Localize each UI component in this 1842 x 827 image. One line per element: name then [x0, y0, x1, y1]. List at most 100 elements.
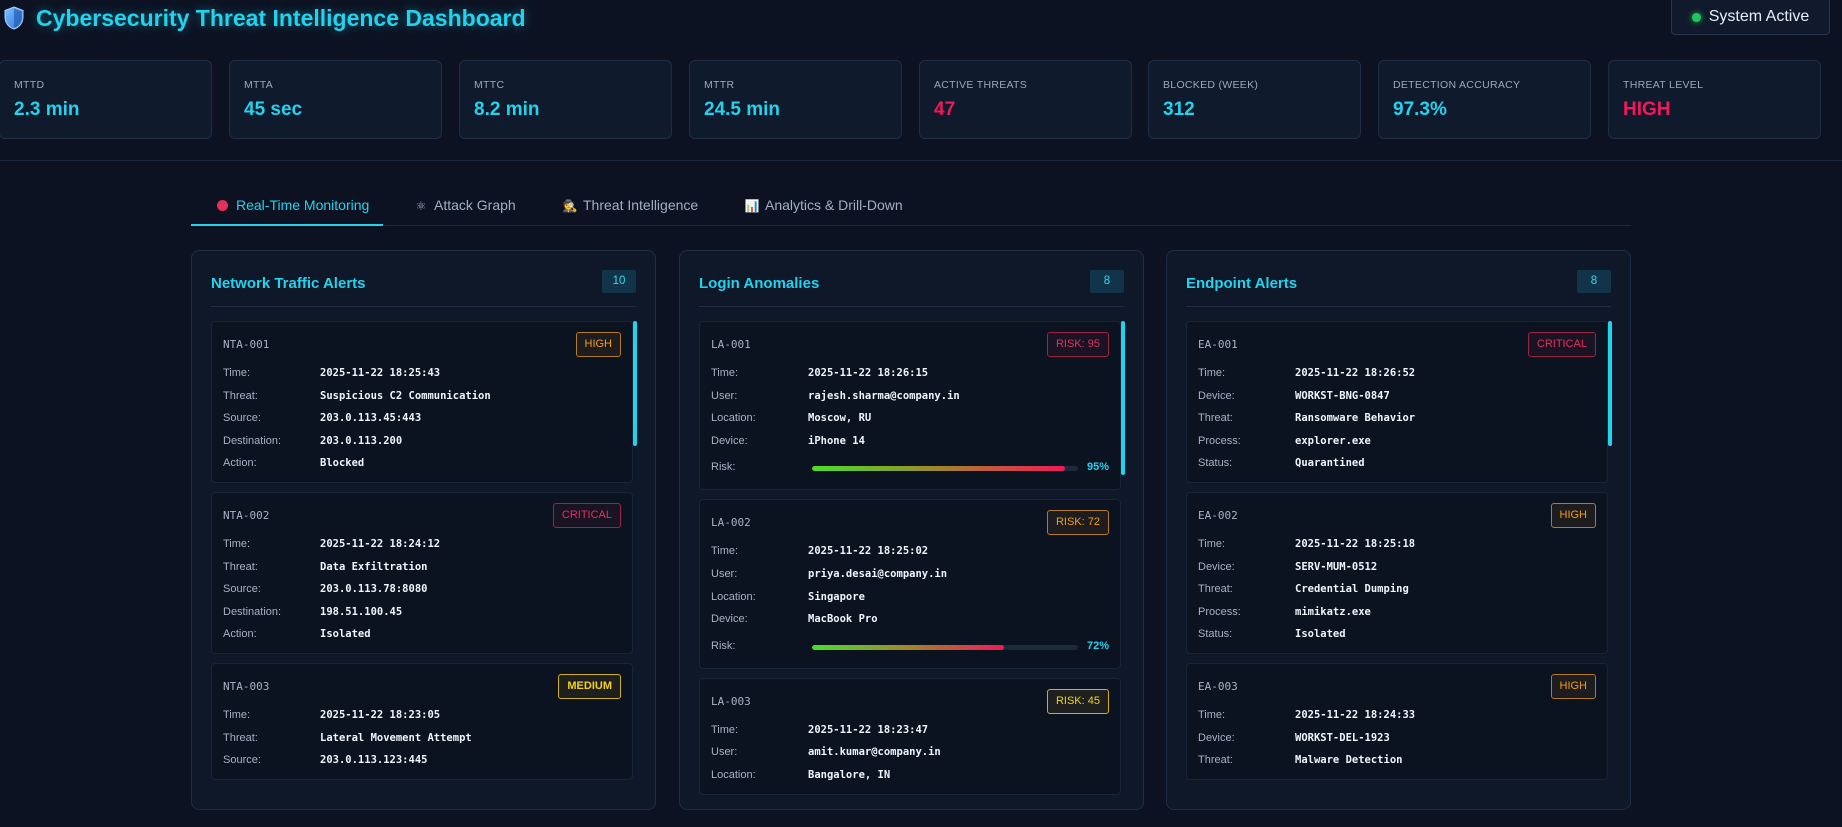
metric-label: DETECTION ACCURACY — [1393, 79, 1521, 91]
anomaly-card[interactable]: LA-002 RISK: 72 Time: 2025-11-22 18:25:02… — [699, 499, 1121, 669]
alert-card[interactable]: NTA-002 CRITICAL Time: 2025-11-22 18:24:1… — [211, 491, 633, 654]
field-label: Destination: — [223, 605, 282, 618]
field-value: 2025-11-22 18:25:43 — [320, 367, 441, 379]
field-label: Process: — [1198, 605, 1241, 618]
alert-field-time: Time: 2025-11-22 18:26:52 — [1198, 365, 1596, 388]
metric-label: THREAT LEVEL — [1623, 79, 1704, 91]
field-label: Location: — [711, 768, 756, 781]
severity-badge: HIGH — [1550, 502, 1596, 528]
alert-field-destination: Destination: 198.51.100.45 — [223, 604, 621, 627]
field-value: 2025-11-22 18:23:05 — [320, 708, 441, 721]
alert-card[interactable]: EA-001 CRITICAL Time: 2025-11-22 18:26:52… — [1186, 321, 1608, 483]
metric-card-mtta: MTTA 45 sec — [229, 60, 442, 139]
alert-card[interactable]: NTA-003 MEDIUM Time: 2025-11-22 18:23:05 … — [211, 662, 633, 780]
field-value: Quarantined — [1295, 457, 1365, 470]
alert-card[interactable]: NTA-001 HIGH Time: 2025-11-22 18:25:43 Th… — [211, 321, 633, 483]
severity-badge: CRITICAL — [552, 502, 621, 528]
severity-badge: MEDIUM — [558, 673, 621, 699]
tab-label: Threat Intelligence — [583, 197, 699, 213]
anomaly-field-risk: Risk: 95% — [711, 455, 1109, 485]
anomaly-field-time: Time: 2025-11-22 18:25:02 — [711, 543, 1109, 566]
anomaly-card[interactable]: LA-001 RISK: 95 Time: 2025-11-22 18:26:15… — [699, 321, 1121, 491]
network-traffic-alerts-panel: Network Traffic Alerts 10 NTA-001 HIGH T… — [191, 250, 656, 810]
field-value: Malware Detection — [1295, 754, 1403, 767]
scrollbar[interactable] — [633, 321, 637, 446]
metric-value: HIGH — [1623, 99, 1671, 120]
system-status-label: System Active — [1708, 8, 1810, 25]
alert-card[interactable]: EA-002 HIGH Time: 2025-11-22 18:25:18 Dev… — [1186, 491, 1608, 654]
field-label: Time: — [223, 367, 251, 379]
scrollbar[interactable] — [1121, 321, 1125, 475]
field-label: User: — [711, 567, 738, 580]
field-value: 203.0.113.123:445 — [320, 754, 428, 767]
metric-card-active-threats: ACTIVE THREATS 47 — [919, 60, 1132, 139]
tab-real-time-monitoring[interactable]: Real-Time Monitoring — [191, 186, 383, 226]
anomaly-field-device: Device: iPhone 14 — [711, 433, 1109, 456]
field-value: 2025-11-22 18:25:18 — [1295, 537, 1416, 550]
alert-id: NTA-003 — [223, 679, 270, 693]
field-value: rajesh.sharma@company.in — [808, 389, 960, 402]
anomaly-field-user: User: amit.kumar@company.in — [711, 744, 1109, 767]
alert-field-device: Device: WORKST-DEL-1923 — [1198, 730, 1596, 753]
risk-badge: RISK: 72 — [1046, 510, 1109, 536]
field-label: User: — [711, 389, 738, 402]
metric-card-threat-level: THREAT LEVEL HIGH — [1608, 60, 1821, 139]
field-value: Bangalore, IN — [808, 768, 891, 781]
panel-header: Network Traffic Alerts 10 — [211, 270, 636, 307]
field-label: Action: — [223, 628, 257, 641]
tab-analytics-drill-down[interactable]: 📊 Analytics & Drill-Down — [744, 186, 903, 226]
alert-field-process: Process: mimikatz.exe — [1198, 604, 1596, 627]
field-label: Source: — [223, 412, 261, 425]
system-status-badge: System Active — [1671, 0, 1830, 35]
field-value: Isolated — [320, 628, 371, 641]
tab-attack-graph[interactable]: ⚛ Attack Graph — [413, 186, 516, 226]
field-label: Status: — [1198, 457, 1233, 470]
field-label: Location: — [711, 412, 756, 425]
panel-title: Network Traffic Alerts — [211, 275, 366, 292]
field-value: Singapore — [808, 590, 865, 603]
tab-label: Real-Time Monitoring — [236, 197, 370, 213]
alert-card[interactable]: EA-003 HIGH Time: 2025-11-22 18:24:33 Dev… — [1186, 662, 1608, 780]
field-value: 2025-11-22 18:24:12 — [320, 537, 441, 550]
scrollbar[interactable] — [1608, 321, 1612, 446]
panel-header: Endpoint Alerts 8 — [1186, 270, 1611, 307]
field-label: Time: — [711, 545, 739, 558]
field-value: Credential Dumping — [1295, 583, 1409, 596]
alert-list[interactable]: NTA-001 HIGH Time: 2025-11-22 18:25:43 Th… — [211, 321, 635, 801]
field-label: Threat: — [223, 389, 258, 402]
metric-label: MTTA — [244, 79, 273, 91]
field-label: Threat: — [223, 731, 258, 744]
metric-value: 8.2 min — [474, 99, 540, 120]
metric-value: 47 — [934, 99, 956, 120]
field-label: Threat: — [223, 560, 258, 573]
risk-bar — [812, 466, 1078, 472]
risk-percent: 72% — [1086, 639, 1109, 652]
field-value: WORKST-DEL-1923 — [1295, 731, 1390, 744]
risk-bar-fill — [812, 644, 1004, 650]
panel-header: Login Anomalies 8 — [699, 270, 1124, 307]
tab-threat-intelligence[interactable]: 🕵 Threat Intelligence — [562, 186, 699, 226]
anomaly-list[interactable]: LA-001 RISK: 95 Time: 2025-11-22 18:26:15… — [699, 321, 1123, 801]
metric-label: MTTC — [474, 79, 505, 91]
alert-field-time: Time: 2025-11-22 18:25:43 — [223, 365, 621, 388]
field-value: 2025-11-22 18:26:15 — [808, 367, 929, 379]
dashboard-header: Cybersecurity Threat Intelligence Dashbo… — [0, 0, 1842, 40]
alert-field-threat: Threat: Credential Dumping — [1198, 581, 1596, 604]
field-label: Time: — [1198, 367, 1226, 379]
alert-field-status: Status: Isolated — [1198, 626, 1596, 649]
alert-list[interactable]: EA-001 CRITICAL Time: 2025-11-22 18:26:52… — [1186, 321, 1610, 801]
metric-value: 45 sec — [244, 99, 303, 120]
alert-field-time: Time: 2025-11-22 18:23:05 — [223, 707, 621, 730]
alert-field-action: Action: Isolated — [223, 626, 621, 649]
field-label: Source: — [223, 583, 261, 596]
metric-card-detection-accuracy: DETECTION ACCURACY 97.3% — [1378, 60, 1591, 139]
anomaly-field-user: User: rajesh.sharma@company.in — [711, 388, 1109, 411]
risk-badge: RISK: 45 — [1046, 688, 1109, 714]
metric-card-mttr: MTTR 24.5 min — [689, 60, 902, 139]
anomaly-card[interactable]: LA-003 RISK: 45 Time: 2025-11-22 18:23:47… — [699, 677, 1121, 795]
field-value: SERV-MUM-0512 — [1295, 560, 1378, 573]
alert-field-destination: Destination: 203.0.113.200 — [223, 433, 621, 456]
alert-field-time: Time: 2025-11-22 18:25:18 — [1198, 536, 1596, 559]
alert-field-threat: Threat: Data Exfiltration — [223, 559, 621, 582]
panel-title: Endpoint Alerts — [1186, 275, 1298, 292]
